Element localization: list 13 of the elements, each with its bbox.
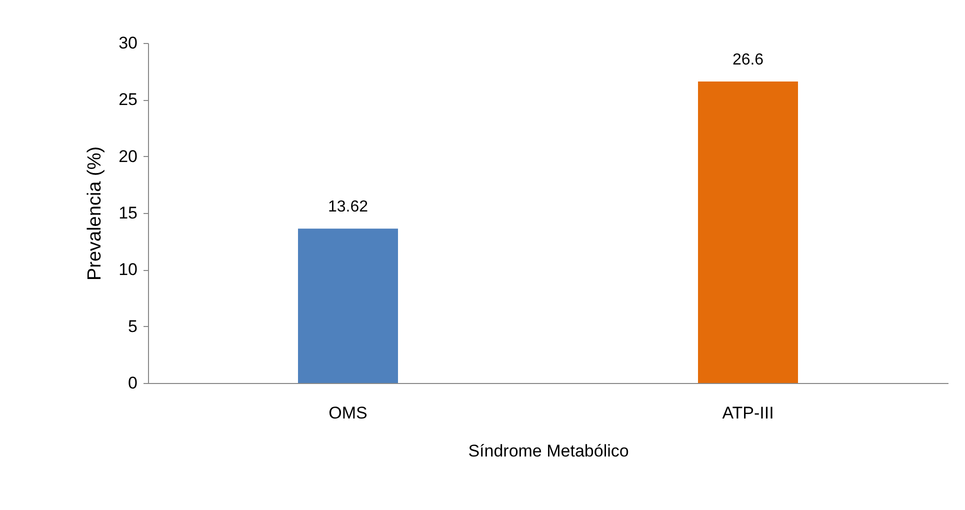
y-axis-title: Prevalencia (%) bbox=[84, 146, 106, 281]
data-label: 13.62 bbox=[328, 198, 368, 216]
y-tick-label: 0 bbox=[128, 374, 138, 392]
x-tick-label: ATP-III bbox=[722, 404, 774, 422]
y-tick-label: 30 bbox=[118, 34, 138, 52]
y-tick-label: 25 bbox=[118, 90, 138, 110]
x-tick-label: OMS bbox=[328, 404, 368, 422]
y-tick-label: 10 bbox=[118, 260, 138, 280]
data-label: 26.6 bbox=[732, 52, 764, 69]
y-tick-label: 15 bbox=[118, 204, 138, 222]
y-tick-label: 20 bbox=[118, 146, 138, 166]
y-tick-label: 5 bbox=[128, 316, 138, 336]
x-axis-title: Síndrome Metabólico bbox=[468, 442, 629, 460]
